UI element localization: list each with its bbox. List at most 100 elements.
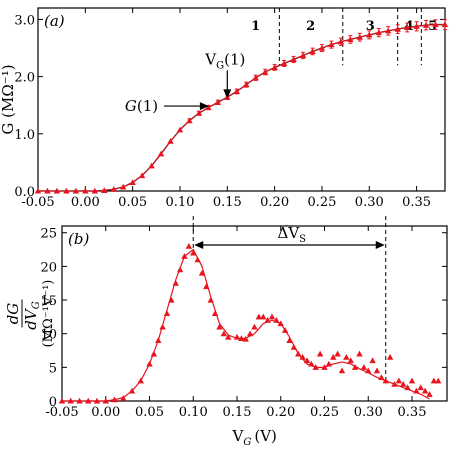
data-point [303, 357, 311, 364]
data-point [128, 387, 136, 394]
panel-a: -0.05 0.00 0.05 0.10 0.15 0.20 0.25 0.30 0.35 0.0… [0, 7, 449, 210]
data-point [400, 380, 407, 387]
data-point [220, 330, 228, 337]
x-tick-label: 0.30 [354, 405, 383, 420]
data-point [413, 387, 420, 394]
data-point [233, 88, 240, 95]
data-point [150, 350, 158, 357]
data-point [72, 187, 80, 194]
y-axis-label: dG dVG (MΩ⁻¹V⁻¹) [4, 280, 56, 348]
x-tick-label: 0.20 [260, 195, 289, 210]
data-point [185, 242, 193, 249]
x-tick-label: 0.20 [266, 405, 295, 420]
data-point [441, 21, 449, 28]
data-point [137, 377, 144, 384]
data-point [308, 360, 315, 367]
data-point [338, 367, 346, 374]
data-point [53, 187, 61, 194]
data-point [242, 335, 249, 342]
data-point [316, 350, 324, 357]
data-point [295, 350, 302, 357]
data-point [211, 310, 219, 317]
y-tick-label: 25 [40, 227, 57, 242]
data-point [395, 377, 403, 384]
x-tick-label: -0.05 [21, 195, 54, 210]
data-point [290, 343, 298, 350]
y-frac-top: dG [4, 303, 22, 325]
data-point [365, 367, 372, 374]
data-point [216, 323, 223, 330]
x-tick-label: 0.35 [402, 195, 431, 210]
y-tick-label: 1.0 [14, 128, 35, 143]
region-label: 4 [405, 19, 414, 34]
data-point [120, 395, 127, 401]
data-point [176, 266, 184, 273]
y-tick-label: 20 [40, 260, 57, 275]
data-point [93, 397, 101, 404]
region-label: 2 [306, 19, 315, 34]
data-point [264, 317, 271, 323]
data-point [432, 21, 439, 28]
data-point [110, 186, 117, 192]
data-point [422, 21, 430, 28]
data-point [268, 313, 276, 320]
data-point [347, 36, 354, 43]
x-tick-label: 0.00 [91, 405, 120, 420]
x-tick-label: 0.15 [223, 405, 252, 420]
panel-b: -0.05 0.00 0.05 0.10 0.15 0.20 0.25 0.30 0.35 0 5 1… [4, 216, 448, 448]
data-point [194, 256, 201, 263]
data-point [155, 337, 162, 343]
y-frac-bottom: dVG [22, 301, 42, 329]
data-point [252, 74, 259, 81]
data-point [129, 179, 136, 185]
data-point [44, 187, 51, 194]
data-point [181, 253, 188, 259]
data-point [63, 187, 70, 194]
data-point [101, 187, 108, 193]
data-point [404, 384, 411, 391]
data-point [290, 56, 297, 63]
data-point [82, 187, 89, 194]
bracket-arrow-right [375, 241, 385, 249]
bracket-label: ΔVS [278, 224, 307, 245]
data-point [385, 27, 392, 34]
data-point [325, 360, 333, 367]
data-point [426, 391, 433, 397]
data-point [207, 296, 214, 303]
plot-frame [37, 7, 446, 192]
bracket-arrow-left [194, 241, 204, 249]
g1-label: G(1) [125, 97, 158, 115]
vg1-label: VG(1) [204, 50, 245, 71]
x-tick-label: 0.10 [166, 195, 195, 210]
data-point [299, 354, 306, 360]
data-point [261, 68, 269, 75]
panel-label: (a) [44, 12, 65, 30]
data-point [111, 396, 118, 403]
data-point [330, 354, 337, 360]
data-point [273, 317, 280, 323]
y-tick-label: 0 [49, 395, 57, 410]
data-point [386, 354, 394, 360]
data-point [176, 126, 184, 133]
data-point [159, 323, 166, 330]
data-point [318, 44, 326, 51]
data-point [190, 249, 197, 256]
data-point [255, 313, 263, 320]
y-tick-label: 15 [40, 294, 57, 309]
y-tick-label: 3.0 [14, 13, 35, 28]
data-point [195, 110, 203, 116]
x-tick-label: -0.05 [45, 405, 78, 420]
data-point [167, 138, 174, 144]
data-point [85, 397, 92, 404]
data-point [375, 29, 382, 36]
data-point [343, 354, 350, 360]
x-tick-label: 0.00 [71, 195, 100, 210]
data-point [360, 364, 368, 370]
data-point [421, 387, 429, 394]
y-axis-label: G (MΩ⁻¹) [0, 64, 17, 134]
data-point [260, 313, 267, 320]
x-tick-label: 0.10 [179, 405, 208, 420]
data-point [408, 377, 416, 384]
data-point [246, 330, 254, 337]
